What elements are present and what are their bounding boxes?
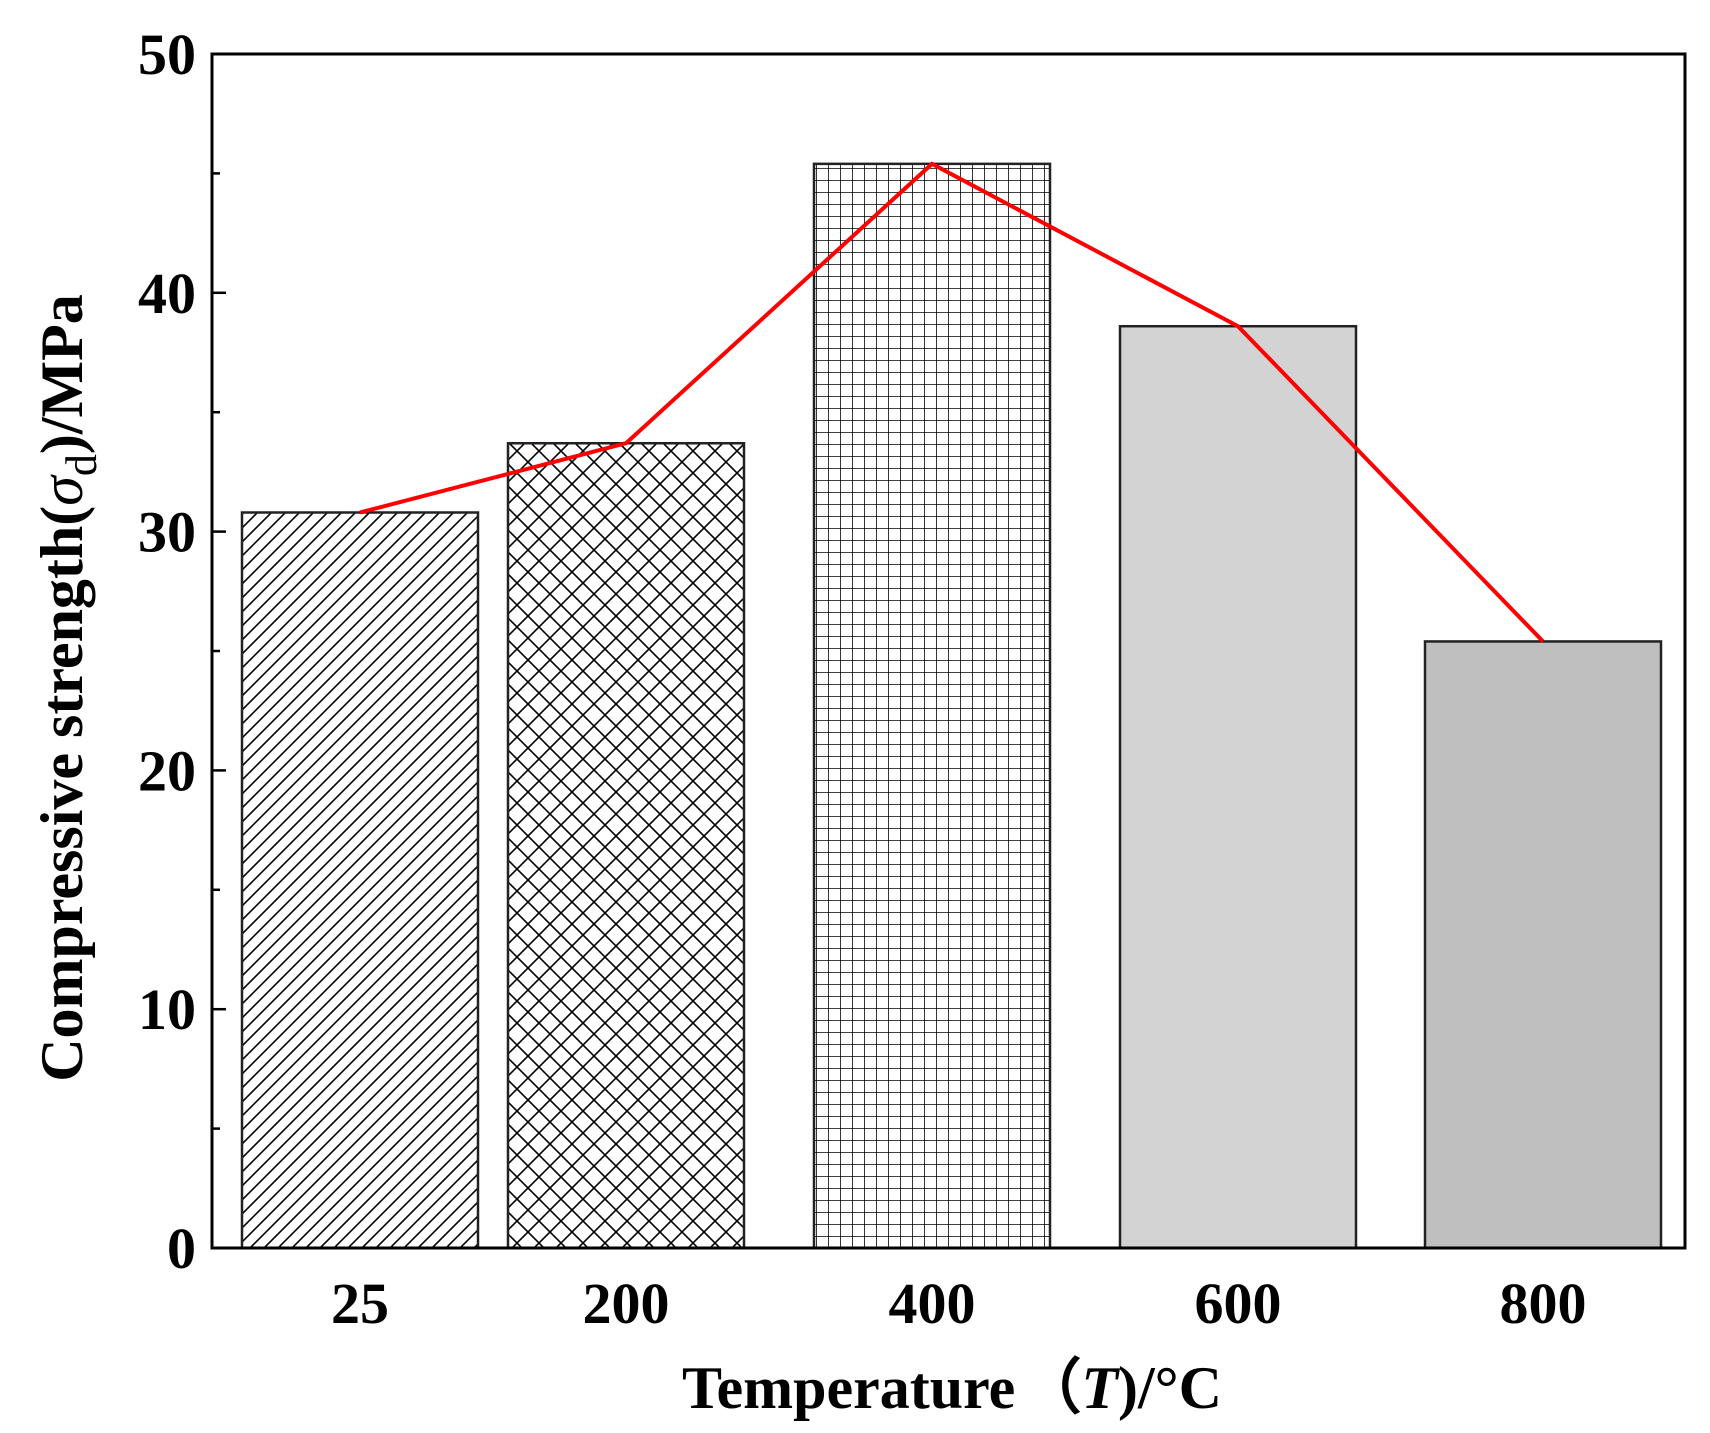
y-tick-label: 0 xyxy=(167,1216,196,1281)
y-tick-label: 10 xyxy=(138,977,196,1042)
bar-600 xyxy=(1118,324,1358,1250)
x-tick-label: 25 xyxy=(331,1271,389,1336)
x-ticks-group: 25 200 400 600 800 xyxy=(331,1271,1587,1336)
y-tick-label: 30 xyxy=(138,500,196,565)
bar-400 xyxy=(812,162,1052,1250)
bar-200 xyxy=(506,441,746,1250)
bars-group xyxy=(240,162,1663,1250)
x-tick-label: 600 xyxy=(1195,1271,1282,1336)
x-axis-title: Temperature （T)/°C xyxy=(682,1354,1222,1421)
y-tick-label: 50 xyxy=(138,22,196,87)
x-tick-label: 400 xyxy=(889,1271,976,1336)
trend-line-group xyxy=(359,161,1545,643)
bar-800 xyxy=(1423,640,1663,1250)
y-axis-title: Compressive strength(σd)/MPa xyxy=(29,294,106,1082)
y-tick-label: 20 xyxy=(138,738,196,803)
y-ticks-group: 0 10 20 30 40 50 xyxy=(138,22,226,1281)
x-tick-label: 800 xyxy=(1500,1271,1587,1336)
bar-25 xyxy=(240,511,480,1250)
y-tick-label: 40 xyxy=(138,261,196,326)
trend-line xyxy=(359,161,1545,643)
x-tick-label: 200 xyxy=(583,1271,670,1336)
